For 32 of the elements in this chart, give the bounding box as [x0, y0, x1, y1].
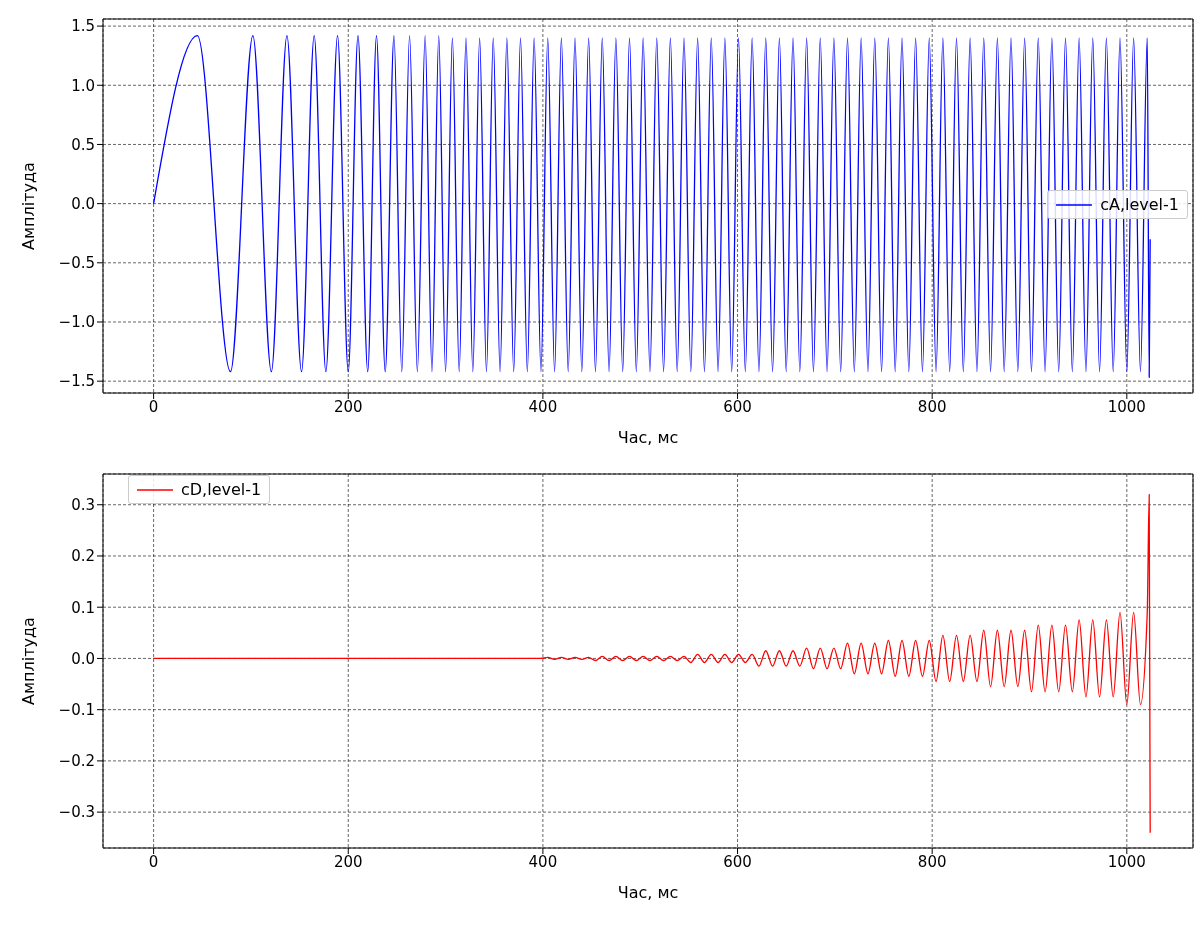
x-tick-label: 1000 — [1107, 852, 1146, 871]
y-axis-title: Амплітуда — [18, 162, 38, 250]
y-tick-label: 0.5 — [71, 135, 95, 154]
x-tick-label: 0 — [148, 852, 159, 871]
x-tick-label: 400 — [528, 852, 558, 871]
y-tick-label: 1.5 — [71, 17, 95, 36]
y-axis-title: Амплітуда — [18, 617, 38, 705]
x-tick-label: 600 — [723, 852, 752, 871]
y-tick-label: 0.1 — [71, 598, 95, 617]
x-axis-title: Час, мс — [617, 883, 679, 902]
legend-label: cD,level-1 — [181, 480, 262, 499]
y-tick-label: −0.1 — [58, 701, 95, 719]
x-tick-label: 0 — [148, 397, 159, 416]
y-tick-label: 0.3 — [71, 496, 95, 515]
x-tick-label: 1000 — [1107, 397, 1146, 416]
y-tick-label: 1.0 — [71, 76, 95, 95]
x-tick-label: 200 — [333, 852, 363, 871]
y-tick-label: −0.3 — [58, 803, 95, 822]
x-tick-label: 800 — [917, 397, 947, 416]
x-axis-title: Час, мс — [617, 428, 679, 447]
x-tick-label: 200 — [333, 397, 363, 416]
y-tick-label: −1.0 — [58, 313, 95, 332]
x-tick-label: 600 — [723, 397, 752, 416]
y-tick-label: 0.2 — [71, 547, 95, 566]
y-tick-label: −0.5 — [58, 254, 95, 273]
y-tick-label: −0.2 — [58, 752, 95, 771]
legend-label: cA,level-1 — [1100, 195, 1179, 214]
y-tick-label: 0.0 — [71, 649, 95, 668]
y-tick-label: 0.0 — [71, 194, 95, 213]
y-tick-label: −1.5 — [58, 372, 95, 391]
x-tick-label: 400 — [528, 397, 558, 416]
x-tick-label: 800 — [917, 852, 947, 871]
